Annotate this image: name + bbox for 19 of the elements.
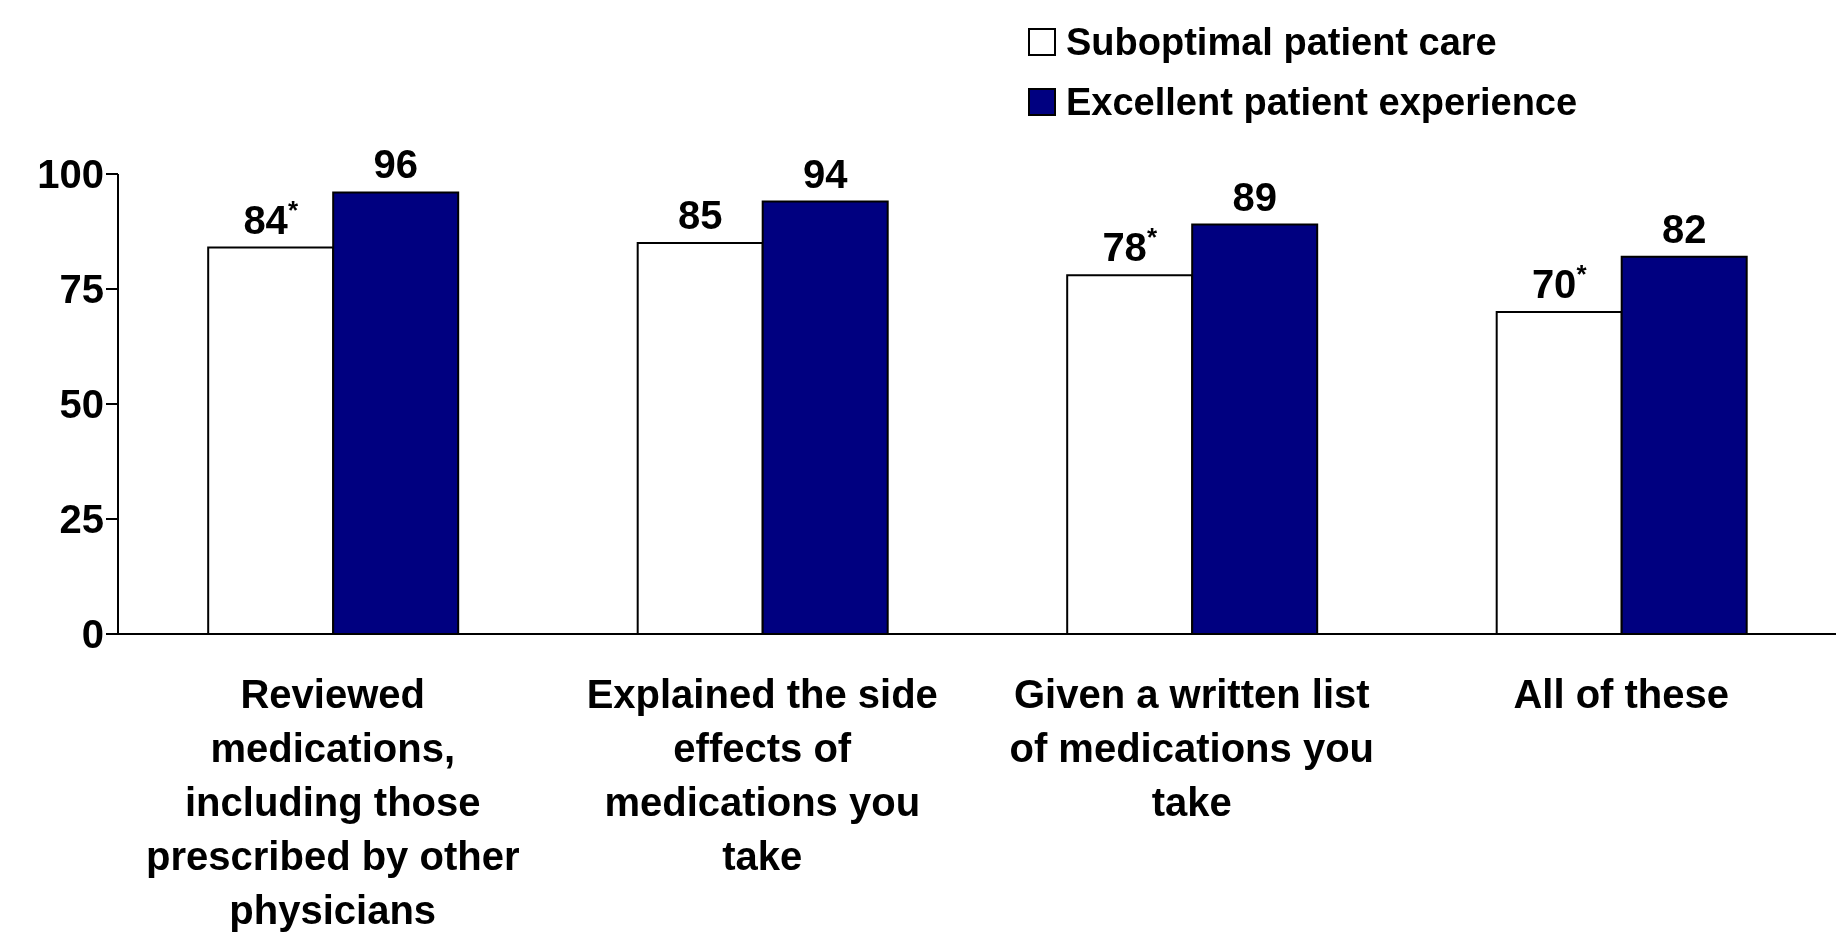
y-tick-label: 25	[59, 497, 104, 542]
x-tick-label: Given a written list of medications you take	[1009, 672, 1374, 824]
data-label: 82	[1661, 206, 1707, 251]
x-tick-label: All of these	[1513, 672, 1730, 716]
x-tick-label: Explained the side effects of medications you take	[586, 672, 938, 878]
x-tick-label: Reviewed medications, including those prescribed by other physicians	[146, 672, 520, 932]
data-label: 94	[802, 151, 849, 196]
legend-label: Suboptimal patient care	[1066, 20, 1497, 64]
legend-label: Excellent patient experience	[1066, 80, 1578, 124]
data-label: 85	[677, 193, 723, 237]
y-tick-label: 100	[37, 152, 104, 197]
data-label: 78$^{*}$	[1102, 222, 1158, 270]
data-label: 70$^{*}$	[1531, 259, 1588, 306]
data-label: 96	[373, 142, 418, 187]
y-tick-label: 0	[81, 612, 104, 657]
data-label: 84$^{*}$	[243, 194, 299, 242]
y-tick-label: 50	[59, 382, 104, 427]
y-tick-label: 75	[59, 267, 104, 312]
data-label: 89	[1232, 174, 1277, 219]
